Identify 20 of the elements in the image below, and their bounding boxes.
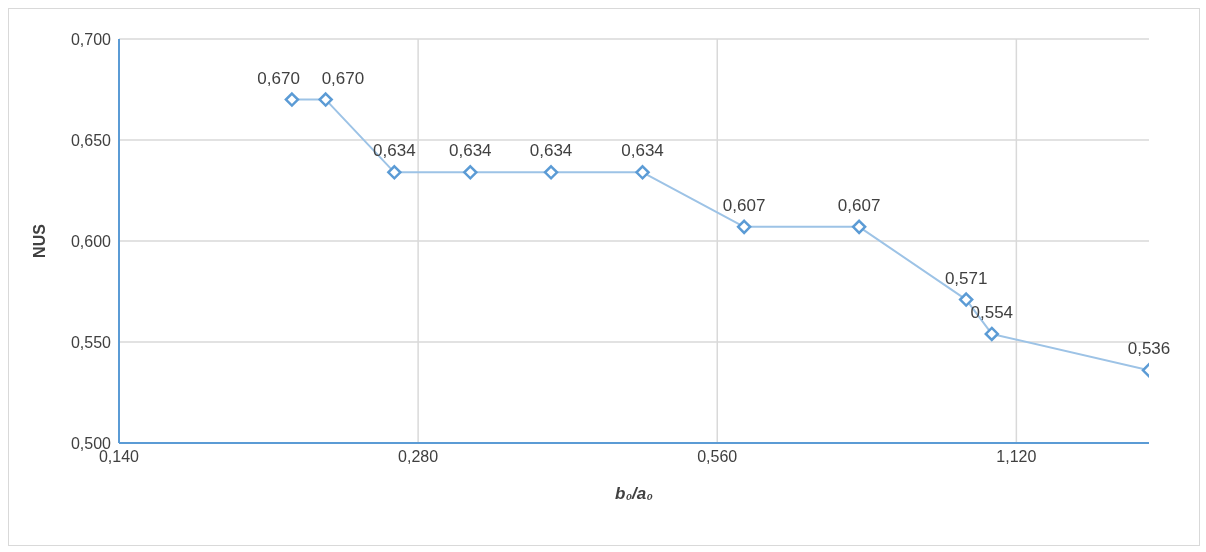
y-axis-title: NUS [30, 223, 48, 258]
data-label: 0,634 [529, 141, 573, 161]
x-tick-label: 0,280 [398, 448, 439, 466]
y-tick-label: 0,650 [70, 131, 112, 149]
data-label: 0,536 [1127, 339, 1171, 359]
x-tick-label: 0,560 [697, 448, 738, 466]
y-tick-label: 0,700 [70, 30, 112, 48]
y-tick-label: 0,600 [70, 232, 112, 250]
x-axis-title: b₀/a₀ [615, 484, 654, 503]
x-tick-label: 1,120 [996, 448, 1037, 466]
data-label: 0,571 [944, 268, 988, 288]
y-tick-label: 0,550 [70, 333, 112, 351]
data-label: 0,634 [373, 141, 416, 161]
data-label: 0,670 [257, 68, 300, 88]
data-label: 0,607 [837, 195, 881, 215]
data-label: 0,670 [321, 68, 365, 88]
data-label: 0,634 [621, 141, 664, 161]
data-label: 0,607 [722, 195, 766, 215]
data-label: 0,554 [970, 302, 1014, 322]
data-label: 0,634 [449, 141, 492, 161]
